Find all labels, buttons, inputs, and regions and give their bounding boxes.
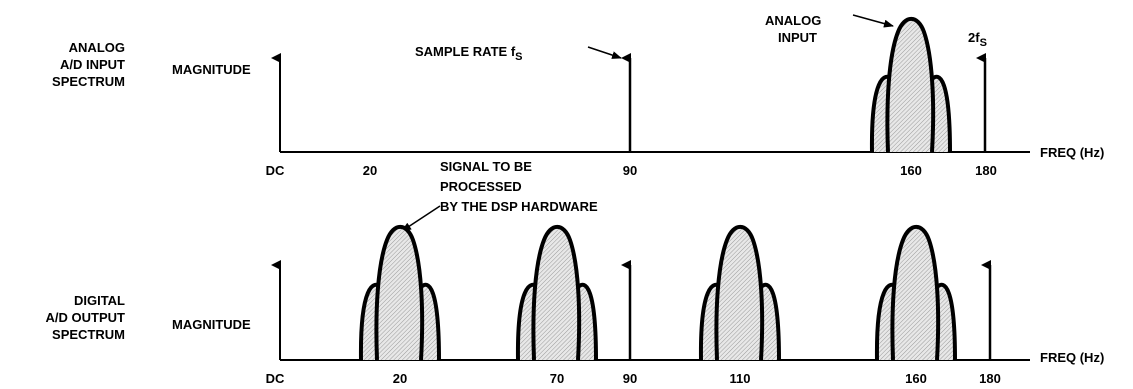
signal-label-line-2: PROCESSED: [440, 179, 522, 194]
top-tick-90: 90: [623, 163, 637, 178]
bottom-spectrum-image-160: [874, 224, 957, 361]
bottom-title-line-1: DIGITAL: [74, 293, 125, 308]
top-tick-dc: DC: [266, 163, 285, 178]
bottom-title-line-2: A/D OUTPUT: [46, 310, 126, 325]
bottom-spectrum-image-110: [698, 224, 781, 361]
signal-pointer: [401, 205, 441, 232]
bottom-spectrum-image-70: [515, 224, 598, 361]
bottom-panel: SIGNAL TO BE PROCESSED BY THE DSP HARDWA…: [46, 159, 1105, 386]
top-2fs-label: 2fS: [968, 30, 987, 49]
top-sample-rate-label: SAMPLE RATE fS: [415, 44, 523, 63]
top-analog-input-line-1: ANALOG: [765, 13, 821, 28]
top-tick-160: 160: [900, 163, 922, 178]
bottom-tick-180: 180: [979, 371, 1001, 386]
bottom-x-axis-label: FREQ (Hz): [1040, 350, 1104, 365]
bottom-tick-dc: DC: [266, 371, 285, 386]
top-title-line-1: ANALOG: [69, 40, 125, 55]
signal-label-line-3: BY THE DSP HARDWARE: [440, 199, 598, 214]
top-main-lobe: [885, 16, 936, 153]
bottom-y-axis-label: MAGNITUDE: [172, 317, 251, 332]
top-tick-180: 180: [975, 163, 997, 178]
top-title-line-3: SPECTRUM: [52, 74, 125, 89]
top-panel: ANALOG A/D INPUT SPECTRUM MAGNITUDE FREQ…: [52, 13, 1104, 178]
signal-label-line-1: SIGNAL TO BE: [440, 159, 532, 174]
top-sample-rate-pointer: [587, 46, 622, 59]
top-y-axis-label: MAGNITUDE: [172, 62, 251, 77]
bottom-tick-160: 160: [905, 371, 927, 386]
bottom-spectrum-image-20: [358, 224, 441, 361]
bottom-tick-90: 90: [623, 371, 637, 386]
top-title-line-2: A/D INPUT: [60, 57, 125, 72]
bottom-tick-110: 110: [730, 371, 751, 386]
bottom-tick-20: 20: [393, 371, 407, 386]
image-70-main-lobe: [531, 224, 582, 361]
image-160-main-lobe: [890, 224, 941, 361]
top-analog-input-line-2: INPUT: [778, 30, 817, 45]
image-110-main-lobe: [714, 224, 765, 361]
top-analog-input-pointer: [852, 14, 894, 28]
bottom-tick-70: 70: [550, 371, 564, 386]
bottom-title-line-3: SPECTRUM: [52, 327, 125, 342]
top-tick-20: 20: [363, 163, 377, 178]
top-x-axis-label: FREQ (Hz): [1040, 145, 1104, 160]
image-20-main-lobe: [374, 224, 425, 361]
